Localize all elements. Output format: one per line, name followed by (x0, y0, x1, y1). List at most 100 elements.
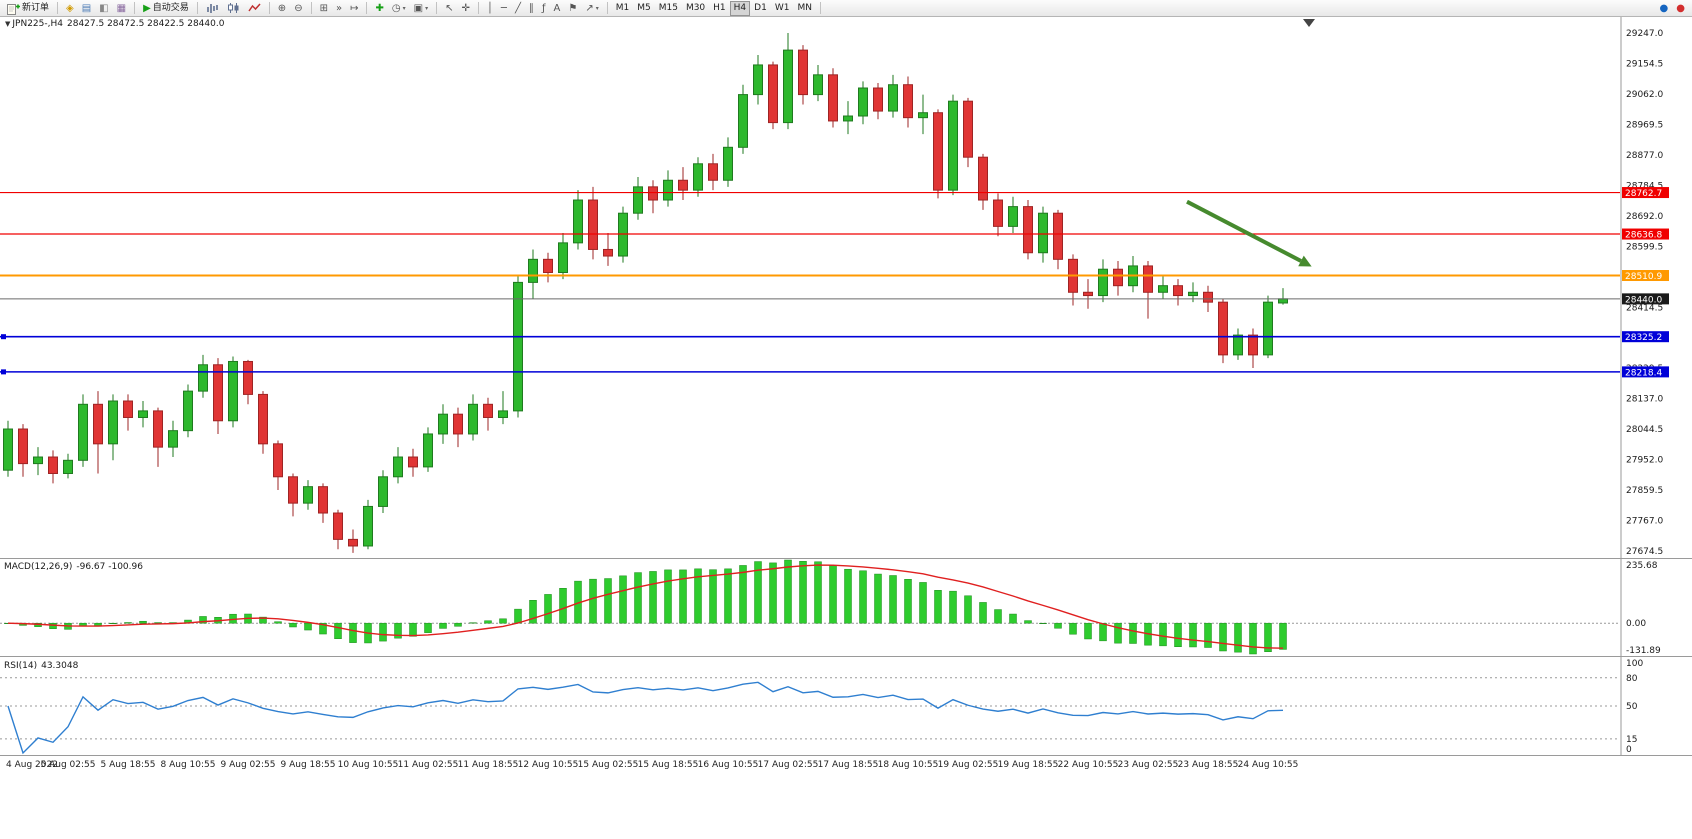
timeframe-m1-button[interactable]: M1 (612, 1, 634, 16)
chart-plot-area[interactable] (0, 17, 1692, 839)
templates-button[interactable]: ▣ ▾ (410, 1, 432, 16)
macd-histogram-bar (454, 622, 462, 627)
candle (513, 281, 523, 412)
time-axis-label: 22 Aug 10:55 (1058, 760, 1119, 770)
candle (288, 476, 298, 504)
new-order-button[interactable]: 新订单 (3, 1, 53, 16)
chart-shift-button[interactable]: ↦ (346, 1, 362, 16)
candle (18, 428, 28, 465)
horizontal-line-button[interactable]: ─ (497, 1, 511, 16)
text-button[interactable]: A (550, 1, 565, 16)
record-icon: ● (1676, 2, 1685, 14)
timeframe-h4-button[interactable]: H4 (729, 0, 751, 16)
label-button[interactable]: ⚑ (564, 1, 581, 16)
macd-signal-line (7, 564, 1284, 649)
macd-histogram-bar (1279, 622, 1287, 650)
macd-histogram-bar (394, 622, 402, 639)
time-axis-label: 4 Aug 2022 (6, 760, 58, 770)
vertical-line-button[interactable]: │ (483, 1, 497, 16)
timeframe-m15-button[interactable]: M15 (655, 1, 682, 16)
time-axis-label: 11 Aug 02:55 (398, 760, 459, 770)
macd-histogram-bar (1024, 620, 1032, 624)
record-button[interactable]: ● (1672, 1, 1689, 16)
timeframe-mn-button[interactable]: MN (793, 1, 816, 16)
support-1-price-badge (1622, 331, 1669, 343)
timeframe-m30-button[interactable]: M30 (682, 1, 709, 16)
zoom-out-button[interactable]: ⊖ (290, 1, 306, 16)
zoom-in-icon: ⊕ (277, 2, 287, 14)
cursor-icon: ↖ (445, 2, 454, 14)
macd-histogram-bar (154, 622, 162, 624)
candle (693, 163, 703, 191)
macd-histogram-bar (604, 578, 612, 624)
candle (948, 100, 958, 191)
candle (78, 403, 88, 461)
toolbar-separator (606, 2, 608, 14)
community-icon: ● (1659, 2, 1669, 14)
toolbar-separator (310, 2, 312, 14)
support-1-handle[interactable] (1, 334, 6, 340)
trend-arrow-annotation[interactable] (1186, 199, 1302, 263)
macd-histogram-bar (724, 568, 732, 624)
timeframe-mn-label: MN (797, 2, 812, 13)
caret-down-icon: ▾ (425, 4, 429, 12)
auto-trading-icon: ▶ (143, 2, 151, 14)
support-2-handle[interactable] (1, 369, 6, 375)
candle (813, 74, 823, 96)
line-chart-button[interactable] (244, 1, 265, 16)
timeframe-w1-label: W1 (774, 2, 790, 13)
symbol-name: JPN225-,H4 (12, 19, 63, 29)
fibonacci-button[interactable]: ƒ (538, 1, 550, 16)
community-button[interactable]: ● (1656, 1, 1673, 16)
candle (873, 87, 883, 112)
current-price-price-badge-text: 28440.0 (1625, 295, 1662, 305)
macd-histogram-bar (304, 622, 312, 631)
indicators-button[interactable]: ✚ (371, 1, 387, 16)
navigator-button[interactable]: ◧ (95, 1, 112, 16)
candle (1038, 212, 1048, 254)
macd-histogram-bar (544, 594, 552, 624)
timeframe-h1-button[interactable]: H1 (709, 1, 730, 16)
candle (1263, 301, 1273, 356)
macd-histogram-bar (829, 565, 837, 624)
candle (333, 512, 343, 540)
channel-button[interactable]: ∥ (525, 1, 538, 16)
metaeditor-button[interactable]: ◈ (62, 1, 78, 16)
fibonacci-icon: ƒ (541, 2, 546, 14)
rsi-scale-label: 15 (1626, 735, 1637, 745)
candle (1248, 334, 1258, 356)
bar-chart-button[interactable] (202, 1, 223, 16)
macd-histogram-bar (814, 561, 822, 624)
crosshair-button[interactable]: ✛ (457, 1, 473, 16)
candle (213, 364, 223, 422)
arrows-button[interactable]: ↗ ▾ (581, 1, 602, 16)
timeframe-d1-label: D1 (754, 2, 767, 13)
timeframe-m5-button[interactable]: M5 (633, 1, 655, 16)
terminal-button[interactable]: ▦ (113, 1, 130, 16)
toolbar-group: ✚ ◷ ▾ ▣ ▾ (371, 1, 432, 16)
navigator-icon: ◧ (99, 2, 109, 14)
cursor-button[interactable]: ↖ (441, 1, 457, 16)
timeframe-d1-button[interactable]: D1 (750, 1, 771, 16)
candle (483, 403, 493, 418)
timeframe-h4-label: H4 (733, 2, 747, 13)
periods-button[interactable]: ◷ ▾ (388, 1, 410, 16)
chart-shift-marker[interactable] (1303, 19, 1315, 27)
timeframe-w1-button[interactable]: W1 (771, 1, 794, 16)
auto-trading-button[interactable]: ▶ 自动交易 (139, 1, 193, 16)
market-watch-button[interactable]: ▤ (78, 1, 95, 16)
auto-scroll-button[interactable]: » (332, 1, 346, 16)
line-chart-icon (248, 2, 261, 14)
macd-histogram-bar (319, 622, 327, 635)
macd-histogram-bar (709, 569, 717, 624)
tile-windows-button[interactable]: ⊞ (316, 1, 332, 16)
price-axis-label: 28969.5 (1626, 120, 1663, 130)
candlestick-chart-button[interactable] (223, 1, 244, 16)
trendline-button[interactable]: ╱ (511, 1, 525, 16)
time-axis-label: 15 Aug 02:55 (578, 760, 639, 770)
candle (453, 413, 463, 435)
macd-histogram-bar (1084, 622, 1092, 640)
candle (933, 112, 943, 191)
zoom-in-button[interactable]: ⊕ (274, 1, 290, 16)
